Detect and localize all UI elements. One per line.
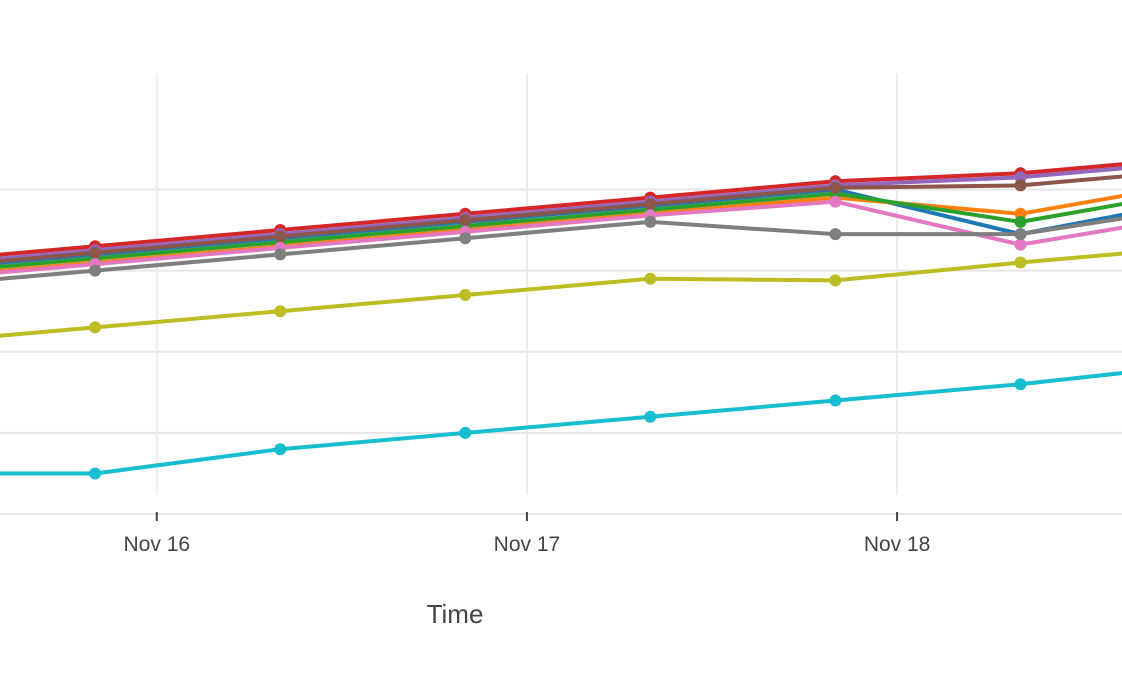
data-point	[644, 272, 657, 285]
series-line	[0, 199, 1122, 275]
data-point	[459, 289, 472, 301]
data-point	[89, 467, 102, 480]
series-8	[0, 215, 1122, 281]
series-6	[0, 174, 1122, 264]
data-point	[644, 215, 657, 228]
data-point	[644, 410, 657, 423]
data-point	[829, 274, 842, 287]
gridlines	[0, 73, 1122, 516]
series-line	[0, 174, 1122, 264]
x-tick-label: Nov 18	[864, 533, 931, 556]
data-point	[829, 195, 842, 208]
data-point	[1014, 238, 1027, 251]
data-point	[1014, 215, 1027, 228]
series-lines	[0, 162, 1122, 480]
data-point	[274, 230, 287, 243]
data-point	[1014, 378, 1027, 391]
data-point	[459, 232, 472, 245]
data-point	[1014, 179, 1027, 192]
data-point	[89, 246, 102, 259]
series-line	[0, 216, 1122, 281]
series-line	[0, 162, 1122, 257]
data-point	[459, 214, 472, 227]
data-point	[459, 426, 472, 439]
data-point	[89, 321, 102, 334]
data-point	[1014, 256, 1027, 269]
x-axis: Nov 16 Nov 17 Nov 18	[124, 512, 931, 556]
data-point	[274, 443, 287, 456]
series-line	[0, 251, 1122, 338]
series-line	[0, 166, 1122, 261]
data-point	[274, 248, 287, 261]
data-point	[829, 228, 842, 241]
x-tick-label: Nov 17	[494, 533, 561, 556]
series-line	[0, 191, 1122, 269]
data-point	[274, 305, 287, 318]
series-7	[0, 195, 1122, 275]
series-9	[0, 251, 1122, 338]
data-point	[89, 264, 102, 277]
series-10	[0, 371, 1122, 480]
data-point	[829, 181, 842, 194]
data-point	[1014, 228, 1027, 241]
data-point	[829, 394, 842, 407]
data-point	[644, 198, 657, 211]
series-line	[0, 371, 1122, 476]
x-axis-title: Time	[427, 599, 484, 629]
x-tick-label: Nov 16	[124, 533, 191, 556]
